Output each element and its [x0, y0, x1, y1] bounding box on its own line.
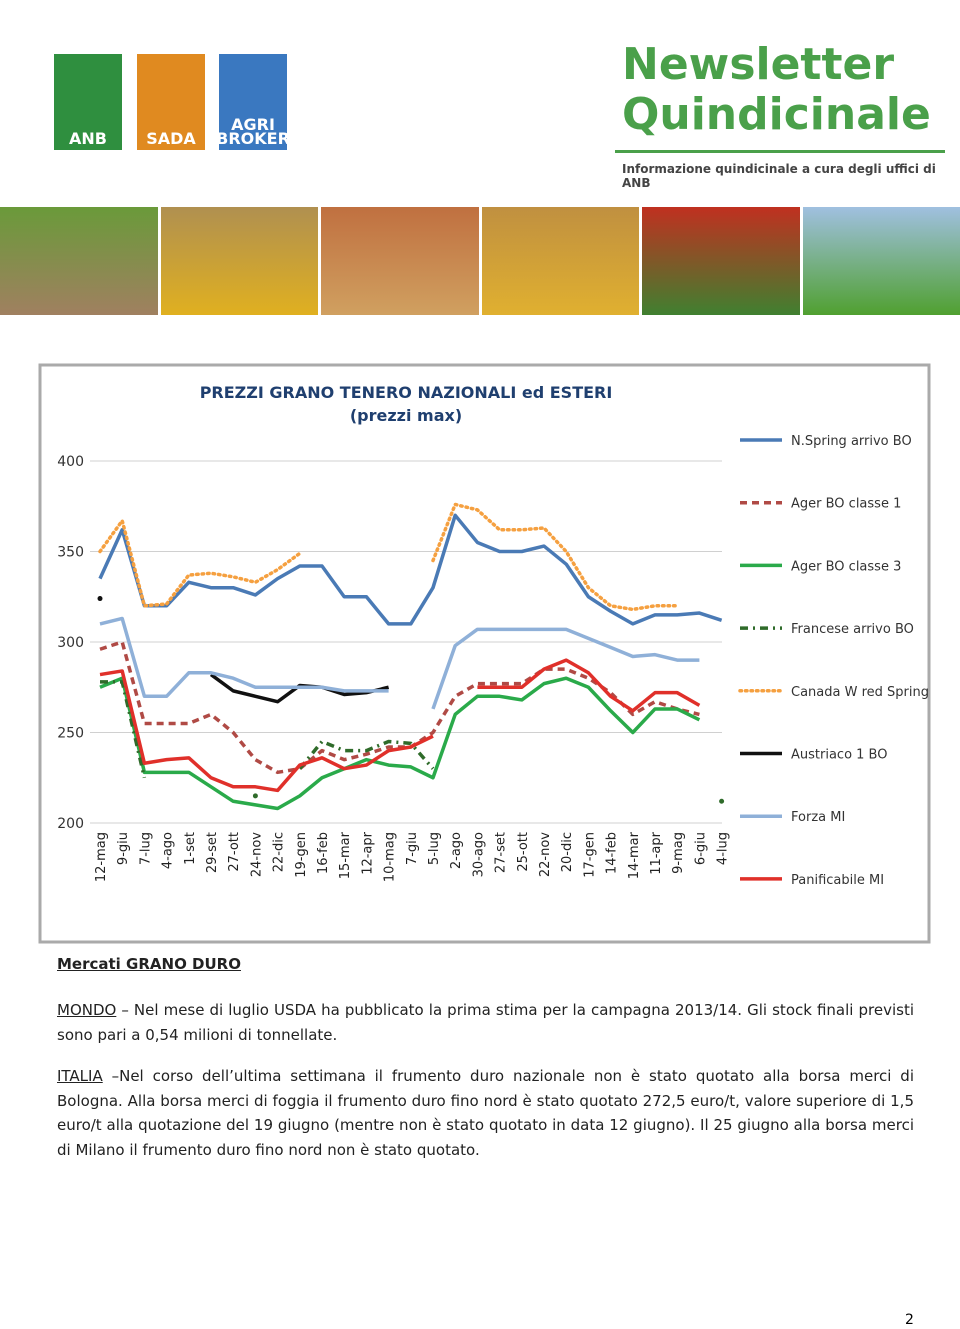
- para-label: ITALIA: [57, 1067, 103, 1085]
- legend-label: Forza MI: [791, 810, 845, 825]
- y-tick-label: 250: [57, 726, 84, 742]
- chart: PREZZI GRANO TENERO NAZIONALI ed ESTERI …: [38, 363, 931, 944]
- series-line: [431, 502, 679, 612]
- x-tick-label: 25-ott: [516, 832, 531, 872]
- series-line: [209, 673, 390, 704]
- x-tick-label: 24-nov: [249, 832, 264, 877]
- x-tick-label: 10-mag: [383, 832, 398, 882]
- chart-title: PREZZI GRANO TENERO NAZIONALI ed ESTERI: [200, 383, 613, 402]
- photo: [802, 207, 960, 315]
- x-tick-label: 27-set: [494, 832, 509, 873]
- y-tick-label: 400: [57, 454, 84, 470]
- paragraph: ITALIA –Nel corso dell’ultima settimana …: [57, 1064, 914, 1162]
- x-tick-label: 9-giu: [116, 832, 131, 865]
- legend-label: Austriaco 1 BO: [791, 748, 887, 763]
- legend-label: N.Spring arrivo BO: [791, 434, 912, 449]
- x-tick-label: 20-dic: [560, 832, 575, 872]
- series-line: [98, 518, 302, 608]
- logo: AGRI BROKER: [216, 54, 290, 150]
- x-tick-label: 7-lug: [138, 832, 153, 865]
- x-tick-label: 16-feb: [316, 832, 331, 874]
- photo: [642, 207, 800, 315]
- page-number: 2: [905, 1312, 914, 1328]
- title-line: Quindicinale: [622, 89, 931, 140]
- y-tick-label: 300: [57, 635, 84, 651]
- series-line: [477, 658, 701, 713]
- para-text: –Nel corso dell’ultima settimana il frum…: [57, 1067, 914, 1159]
- series-line: [298, 739, 435, 770]
- legend-label: Ager BO classe 3: [791, 559, 901, 574]
- newsletter-title: Newsletter Quindicinale: [622, 40, 931, 140]
- x-tick-label: 27-ott: [227, 832, 242, 872]
- series-line: [100, 680, 147, 779]
- x-tick-label: 2-ago: [449, 832, 464, 869]
- logo: SADA: [137, 54, 205, 150]
- x-tick-label: 22-nov: [538, 832, 553, 877]
- y-tick-label: 350: [57, 545, 84, 561]
- series-line: [98, 513, 723, 626]
- x-tick-label: 14-feb: [605, 832, 620, 874]
- photo: [481, 207, 639, 315]
- legend-label: Panificabile MI: [791, 873, 884, 888]
- legend-label: Francese arrivo BO: [791, 622, 914, 637]
- x-tick-label: 19-gen: [294, 832, 309, 878]
- series-line: [99, 676, 701, 811]
- chart-subtitle: (prezzi max): [350, 406, 462, 425]
- x-tick-label: 5-lug: [427, 832, 442, 865]
- legend-label: Ager BO classe 1: [791, 497, 901, 512]
- section-heading: Mercati GRANO DURO: [57, 955, 241, 973]
- x-tick-label: 12-mag: [94, 832, 109, 882]
- x-tick-label: 7-giu: [405, 832, 420, 865]
- series-line: [431, 627, 700, 710]
- para-label: MONDO: [57, 1001, 117, 1019]
- x-tick-label: 22-dic: [272, 832, 287, 872]
- x-tick-label: 17-gen: [582, 832, 597, 878]
- x-tick-label: 14-mar: [627, 831, 642, 879]
- point: [97, 596, 103, 602]
- point: [252, 793, 258, 799]
- x-tick-label: 6-giu: [693, 832, 708, 865]
- rule: [615, 150, 945, 153]
- photo-strip: [0, 207, 960, 315]
- photo: [160, 207, 318, 315]
- photo: [0, 207, 158, 315]
- legend-label: Canada W red Spring: [791, 685, 929, 700]
- paragraph: MONDO – Nel mese di luglio USDA ha pubbl…: [57, 998, 914, 1047]
- x-tick-label: 15-mar: [338, 831, 353, 879]
- para-text: – Nel mese di luglio USDA ha pubblicato …: [57, 1001, 914, 1044]
- series-line: [99, 640, 700, 775]
- x-tick-label: 1-set: [183, 832, 198, 865]
- x-tick-label: 30-ago: [471, 832, 486, 877]
- x-tick-label: 29-set: [205, 832, 220, 873]
- x-tick-label: 4-lug: [716, 832, 731, 865]
- x-tick-label: 11-apr: [649, 831, 664, 874]
- series-line: [99, 616, 389, 699]
- series-line: [99, 669, 434, 793]
- y-tick-label: 200: [57, 816, 84, 832]
- x-tick-label: 4-ago: [161, 832, 176, 869]
- title-line: Newsletter: [622, 39, 895, 90]
- x-tick-label: 9-mag: [671, 832, 686, 874]
- logo: ANB: [54, 54, 122, 150]
- newsletter-subtitle: Informazione quindicinale a cura degli u…: [622, 162, 936, 190]
- photo: [321, 207, 479, 315]
- x-tick-label: 12-apr: [360, 831, 375, 874]
- point: [719, 798, 725, 804]
